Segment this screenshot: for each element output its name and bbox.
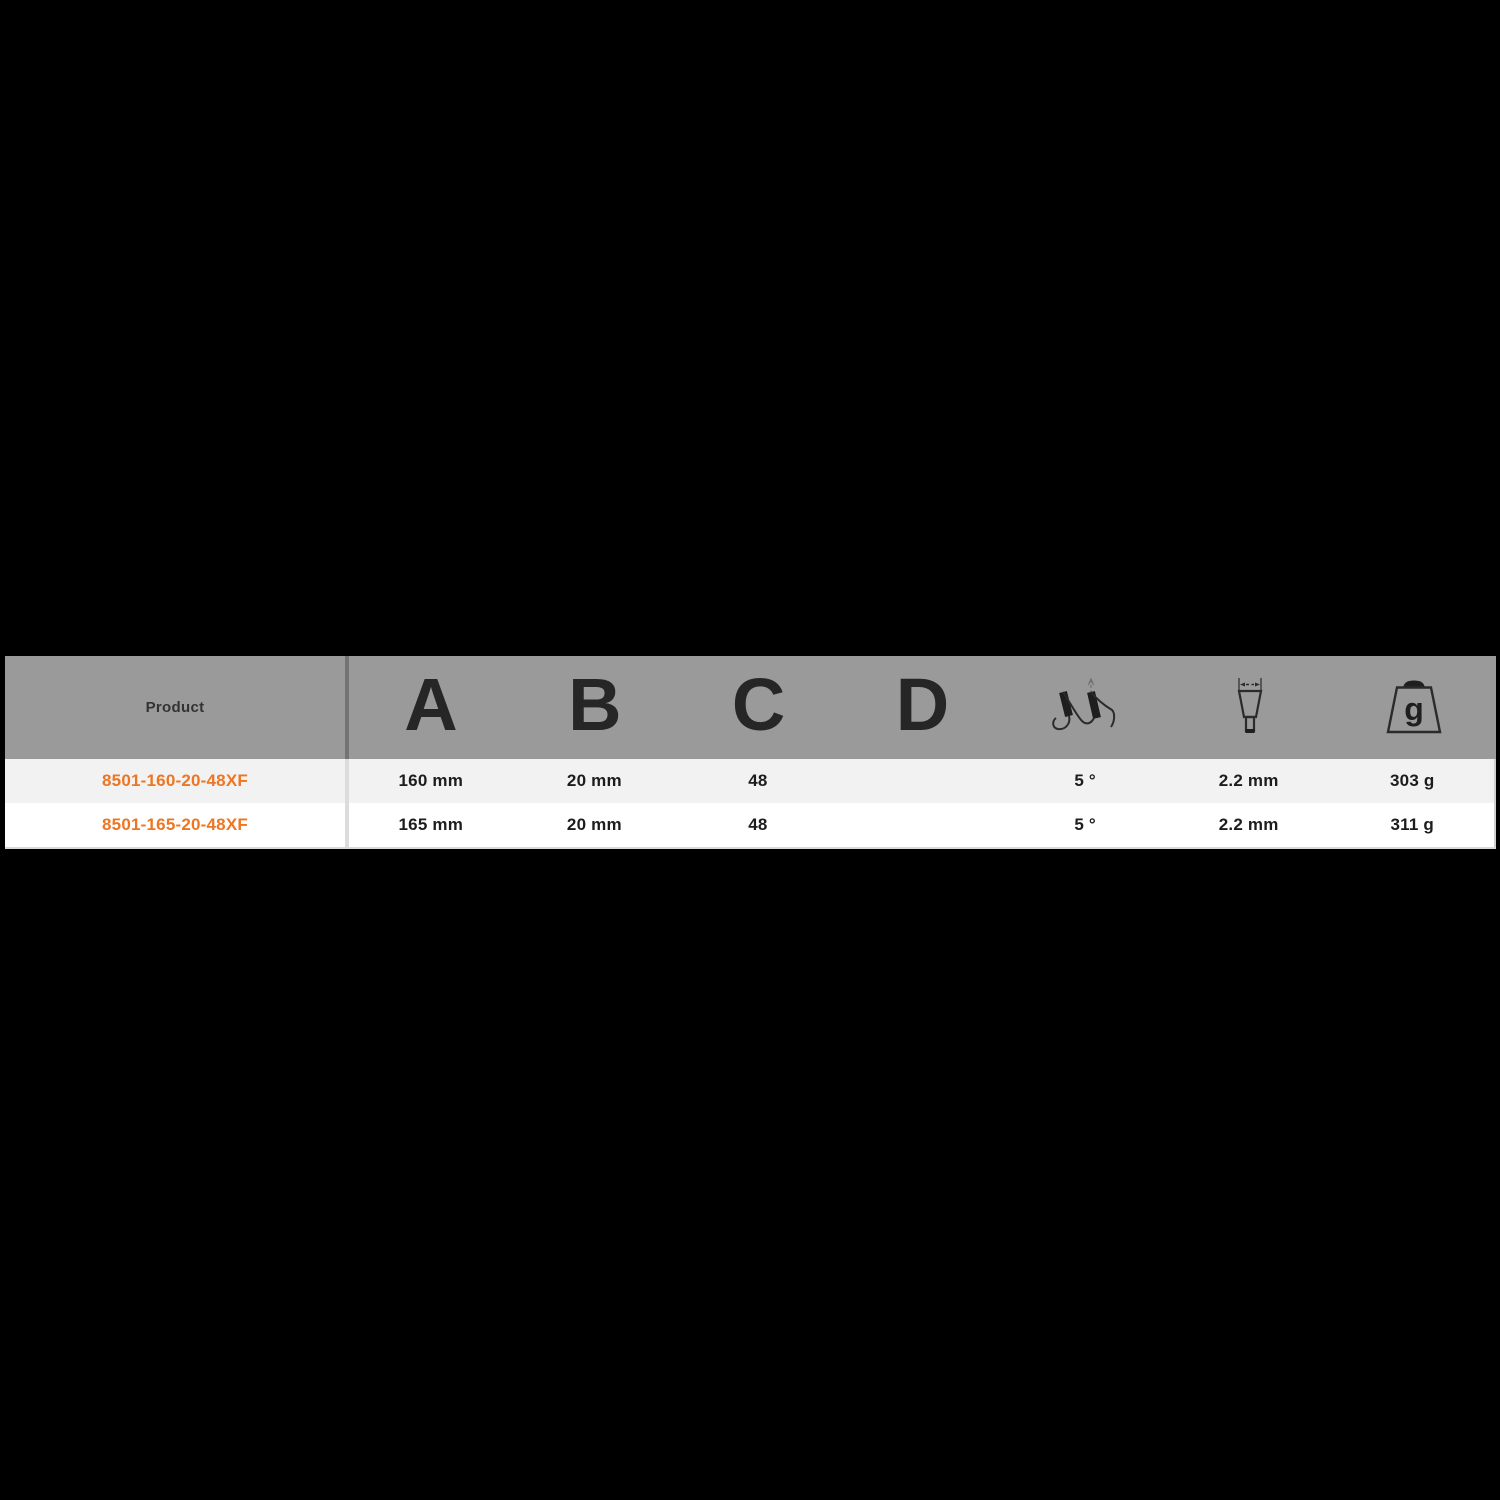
saw-tooth-rake-angle-icon [1041,676,1131,739]
column-header-kerf-width [1168,656,1332,759]
cell-a: 165 mm [398,815,464,834]
cell-kerf-width: 2.2 mm [1218,815,1279,834]
cell-c: 48 [748,771,768,790]
product-link[interactable]: 8501-165-20-48XF [102,815,248,834]
cell-d [840,759,1004,803]
cell-rake-angle: 5 ° [1074,815,1096,834]
column-header-weight: g [1332,656,1496,759]
cell-b: 20 mm [566,771,622,790]
product-cell: 8501-165-20-48XF [5,803,349,847]
product-header-label: Product [145,699,205,716]
svg-text:g: g [1404,691,1424,727]
cell-weight: 311 g [1390,815,1435,834]
weight-icon: g [1383,679,1445,736]
kerf-width-icon [1234,677,1266,738]
column-header-product: Product [5,656,349,759]
cell-d [840,803,1004,847]
cell-a: 160 mm [398,771,464,790]
header-data-columns: A B C D [349,656,1496,759]
product-link[interactable]: 8501-160-20-48XF [102,771,248,790]
column-header-a: A [404,662,458,746]
table-row: 8501-165-20-48XF 165 mm 20 mm 48 5 ° [5,803,1496,849]
product-cell: 8501-160-20-48XF [5,759,349,803]
cell-c: 48 [748,815,768,834]
product-spec-table: Product A B C D [5,656,1496,849]
column-header-d: D [895,662,950,746]
table-header-row: Product A B C D [5,656,1496,759]
cell-kerf-width: 2.2 mm [1218,771,1279,790]
cell-weight: 303 g [1390,771,1435,790]
row-data-cells: 160 mm 20 mm 48 5 ° 2.2 mm 303 [349,759,1496,803]
column-header-c: C [731,662,786,746]
cell-b: 20 mm [566,815,622,834]
column-header-b: B [568,662,622,746]
column-header-rake-angle [1004,656,1168,759]
cell-rake-angle: 5 ° [1074,771,1096,790]
table-row: 8501-160-20-48XF 160 mm 20 mm 48 5 ° [5,759,1496,803]
row-data-cells: 165 mm 20 mm 48 5 ° 2.2 mm 311 [349,803,1496,847]
